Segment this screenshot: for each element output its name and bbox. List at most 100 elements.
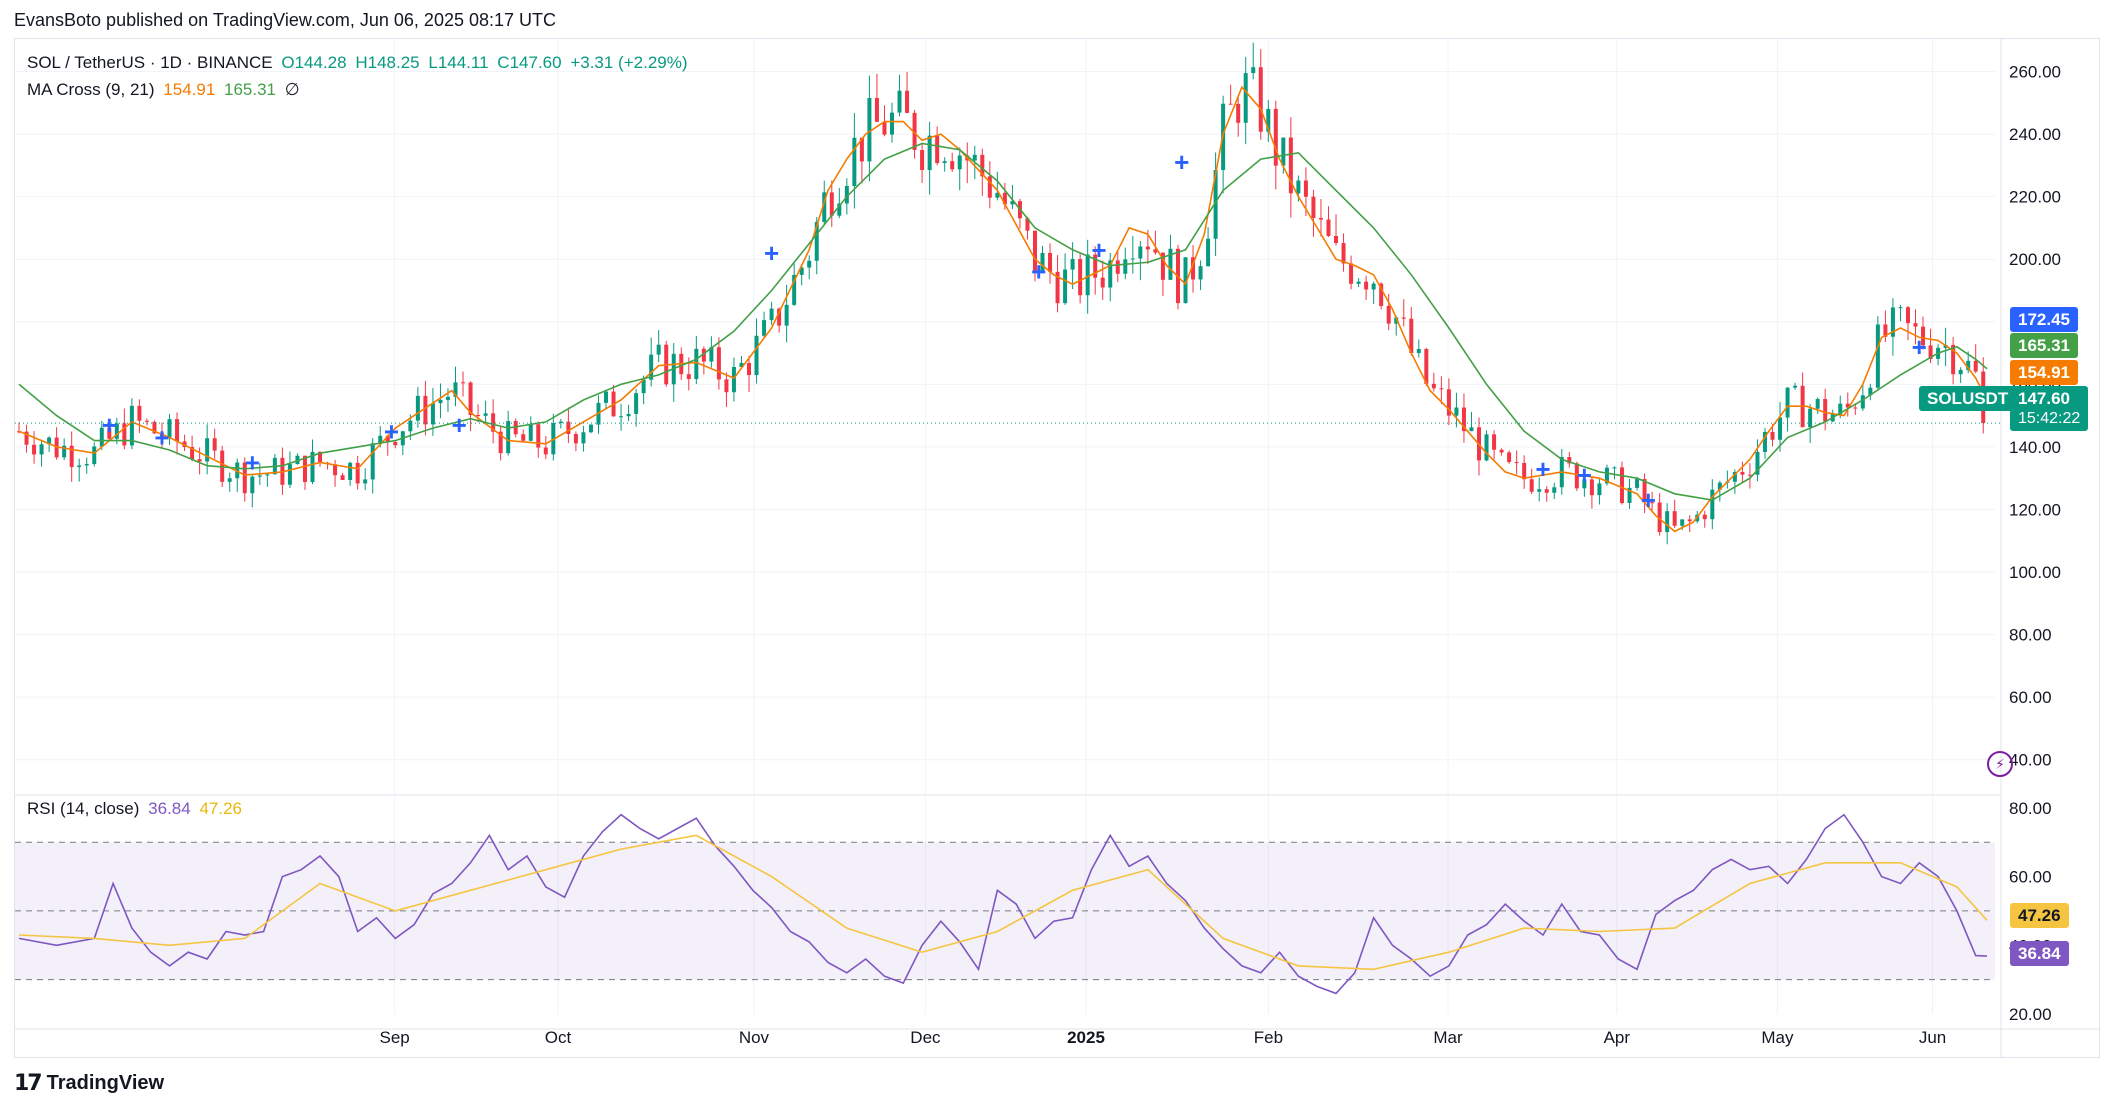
chart-canvas[interactable]: +++++++++++++ 260.00240.00220.00200.0018…: [15, 39, 2099, 1057]
rsi-legend[interactable]: RSI (14, close) 36.84 47.26: [27, 799, 246, 819]
candle-body: [77, 465, 82, 468]
candle-body: [1183, 257, 1188, 304]
candle-body: [1740, 471, 1745, 475]
candle-body: [1228, 103, 1233, 105]
candle-body: [1281, 137, 1286, 166]
candle-body: [1567, 457, 1572, 464]
candle-body: [1672, 511, 1677, 526]
candle-body: [1115, 260, 1120, 274]
candle-body: [129, 405, 134, 446]
candle-body: [190, 446, 195, 460]
ma-cross-marker: +: [1641, 485, 1656, 515]
candle-body: [1484, 434, 1489, 461]
last-price-tag: 147.60 15:42:22: [2010, 386, 2089, 431]
ma-legend[interactable]: MA Cross (9, 21) 154.91 165.31 ∅: [27, 80, 304, 100]
price-tick-label: 60.00: [2009, 688, 2052, 707]
candle-body: [1025, 218, 1030, 231]
candle-body: [1138, 246, 1143, 259]
symbol-tag: SOLUSDT: [1919, 386, 2017, 411]
candle-body: [1522, 462, 1527, 480]
candle-body: [453, 382, 458, 397]
candle-body: [837, 203, 842, 216]
candle-body: [1198, 266, 1203, 280]
candle-body: [1544, 489, 1549, 493]
candle-body: [1529, 479, 1534, 492]
rsi-value: 36.84: [148, 799, 191, 818]
candle-body: [1574, 463, 1579, 489]
candle-body: [363, 479, 368, 484]
candle-body: [1582, 479, 1587, 489]
candle-body: [1499, 449, 1504, 453]
candle-body: [468, 382, 473, 416]
candle-body: [1770, 431, 1775, 440]
candle-body: [1379, 283, 1384, 306]
candle-body: [1913, 323, 1918, 327]
candle-body: [528, 424, 533, 441]
candle-body: [1191, 257, 1196, 280]
candle-body: [1439, 388, 1444, 390]
candle-body: [1589, 479, 1594, 496]
candle-body: [1318, 217, 1323, 220]
candle-body: [814, 221, 819, 261]
candle-body: [197, 459, 202, 462]
candle-body: [980, 154, 985, 177]
chart-frame[interactable]: +++++++++++++ 260.00240.00220.00200.0018…: [14, 38, 2100, 1058]
price-tick-label: 80.00: [2009, 626, 2052, 645]
candle-body: [1446, 389, 1451, 416]
candle-body: [137, 405, 142, 421]
candle-body: [1424, 349, 1429, 384]
candle-body: [370, 443, 375, 480]
candle-body: [634, 393, 639, 414]
price-tick-label: 40.00: [2009, 751, 2052, 770]
ma-extra-value: ∅: [284, 80, 300, 99]
candle-body: [250, 476, 255, 494]
candle-body: [792, 274, 797, 305]
candle-body: [1266, 108, 1271, 132]
candle-body: [957, 155, 962, 170]
candle-body: [340, 475, 345, 480]
candle-body: [310, 451, 315, 483]
candle-body: [1296, 180, 1301, 194]
candle-body: [1093, 254, 1098, 278]
candlesticks: [17, 42, 1986, 545]
moving-averages: [18, 85, 1988, 533]
rsi-tick-label: 80.00: [2009, 799, 2052, 818]
candle-body: [1890, 307, 1895, 337]
candle-body: [656, 344, 661, 355]
candle-body: [987, 176, 992, 198]
candle-body: [1461, 407, 1466, 432]
candle-body: [604, 391, 609, 403]
ma-cross-marker: +: [384, 416, 399, 446]
symbol-legend[interactable]: SOL / TetherUS · 1D · BINANCE O144.28 H1…: [27, 53, 692, 73]
candle-body: [769, 308, 774, 321]
price-tick-label: 120.00: [2009, 500, 2061, 519]
candle-body: [762, 320, 767, 336]
candle-body: [731, 366, 736, 393]
candle-body: [1958, 369, 1963, 375]
candle-body: [69, 445, 74, 468]
candle-body: [950, 161, 955, 170]
ma-cross-marker: +: [452, 410, 467, 440]
candle-body: [852, 137, 857, 186]
candle-body: [242, 462, 247, 494]
time-tick-label: Apr: [1604, 1028, 1631, 1047]
ma-cross-marker: +: [1535, 454, 1550, 484]
grid-lines: [15, 39, 2099, 1030]
candle-body: [1860, 395, 1865, 409]
candle-body: [844, 185, 849, 204]
time-axis[interactable]: Sep Oct Nov Dec 2025 Feb Mar Apr May Jun: [380, 1028, 1947, 1047]
candle-body: [1063, 269, 1068, 304]
candle-body: [1853, 407, 1858, 409]
candle-body: [1356, 281, 1361, 284]
footer-brand[interactable]: 𝟭𝟳 TradingView: [14, 1070, 164, 1096]
candle-body: [302, 455, 307, 483]
candle-body: [1665, 511, 1670, 533]
candle-body: [920, 150, 925, 171]
candle-body: [754, 335, 759, 376]
candle-body: [867, 98, 872, 162]
candle-body: [1492, 434, 1497, 450]
candle-body: [1010, 201, 1015, 205]
price-tick-label: 220.00: [2009, 188, 2061, 207]
candle-body: [498, 431, 503, 454]
bolt-icon[interactable]: ⚡: [1987, 751, 2013, 777]
